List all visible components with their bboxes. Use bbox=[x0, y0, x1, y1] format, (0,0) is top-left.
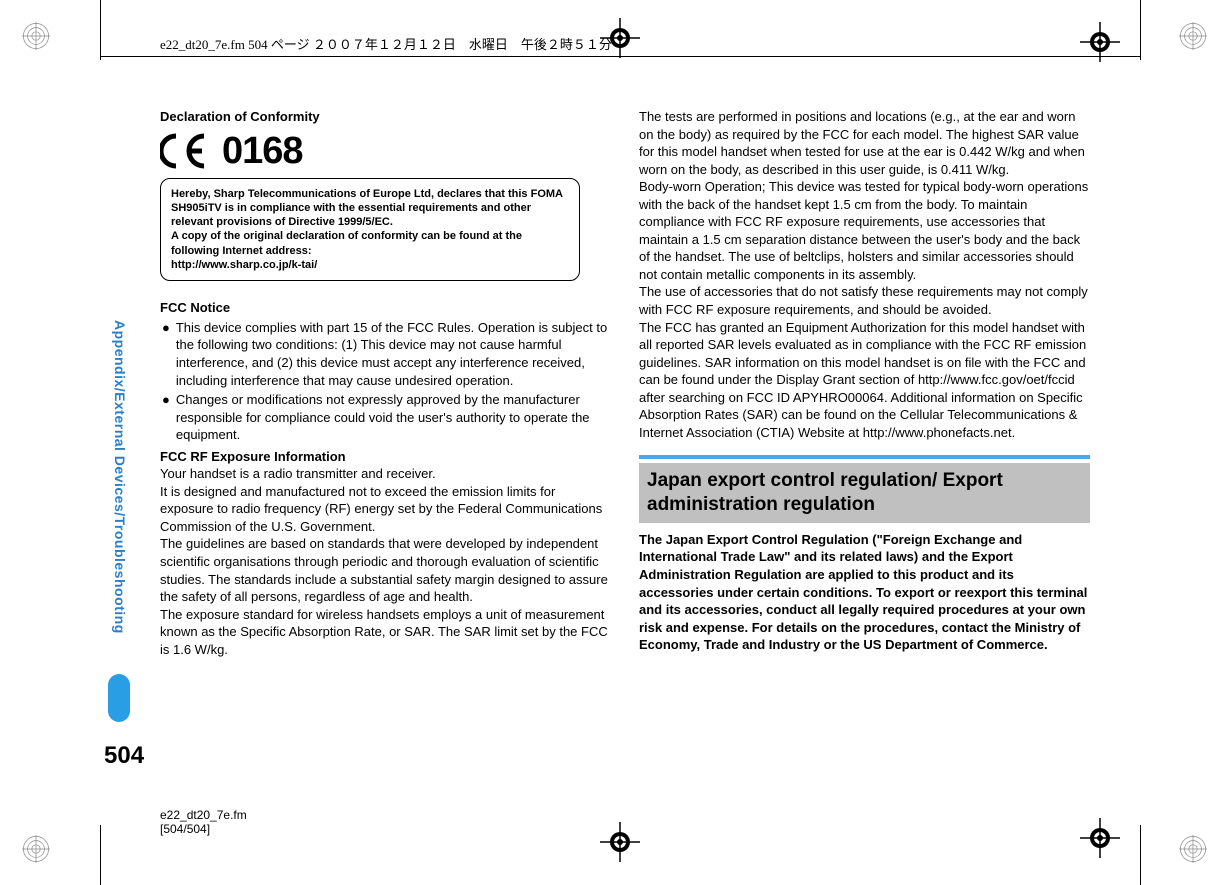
bullet-item: ● Changes or modifications not expressly… bbox=[160, 391, 611, 444]
section-divider-bar bbox=[639, 455, 1090, 459]
registration-mark-icon bbox=[1179, 835, 1207, 863]
footer-pagecount: [504/504] bbox=[160, 822, 247, 836]
declaration-title: Declaration of Conformity bbox=[160, 108, 611, 126]
crop-line bbox=[100, 56, 1140, 57]
crop-line bbox=[100, 0, 101, 60]
fcc-notice-heading: FCC Notice bbox=[160, 299, 611, 317]
bullet-text: Changes or modifications not expressly a… bbox=[176, 391, 611, 444]
registration-mark-icon bbox=[22, 835, 50, 863]
crop-line bbox=[1140, 825, 1141, 885]
rf-body-text: Your handset is a radio transmitter and … bbox=[160, 465, 611, 658]
bullet-text: This device complies with part 15 of the… bbox=[176, 319, 611, 389]
conformity-box: Hereby, Sharp Telecommunications of Euro… bbox=[160, 178, 580, 282]
export-regulation-heading: Japan export control regulation/ Export … bbox=[639, 463, 1090, 523]
export-regulation-body: The Japan Export Control Regulation ("Fo… bbox=[639, 531, 1090, 654]
center-registration-icon bbox=[600, 822, 640, 867]
crop-line bbox=[100, 825, 101, 885]
footer: e22_dt20_7e.fm [504/504] bbox=[160, 808, 247, 836]
bullet-icon: ● bbox=[162, 391, 170, 444]
ce-number: 0168 bbox=[222, 132, 303, 170]
side-registration-icon bbox=[1080, 818, 1120, 863]
fcc-rf-heading: FCC RF Exposure Information bbox=[160, 448, 611, 466]
bullet-item: ● This device complies with part 15 of t… bbox=[160, 319, 611, 389]
bullet-icon: ● bbox=[162, 319, 170, 389]
crop-line bbox=[1140, 0, 1141, 60]
footer-filename: e22_dt20_7e.fm bbox=[160, 808, 247, 822]
ce-mark-icon: 0168 bbox=[160, 132, 611, 170]
left-column: Declaration of Conformity 0168 Hereby, S… bbox=[160, 108, 611, 658]
doc-header: e22_dt20_7e.fm 504 ページ ２００７年１２月１２日 水曜日 午… bbox=[160, 34, 612, 53]
registration-mark-icon bbox=[22, 22, 50, 50]
side-registration-icon bbox=[1080, 22, 1120, 67]
right-column: The tests are performed in positions and… bbox=[639, 108, 1090, 658]
page-content: Declaration of Conformity 0168 Hereby, S… bbox=[160, 108, 1090, 658]
registration-mark-icon bbox=[1179, 22, 1207, 50]
right-body-text: The tests are performed in positions and… bbox=[639, 108, 1090, 441]
page-number: 504 bbox=[104, 742, 144, 770]
side-section-label: Appendix/External Devices/Troubleshootin… bbox=[112, 320, 128, 634]
side-tab-pill bbox=[108, 674, 130, 722]
